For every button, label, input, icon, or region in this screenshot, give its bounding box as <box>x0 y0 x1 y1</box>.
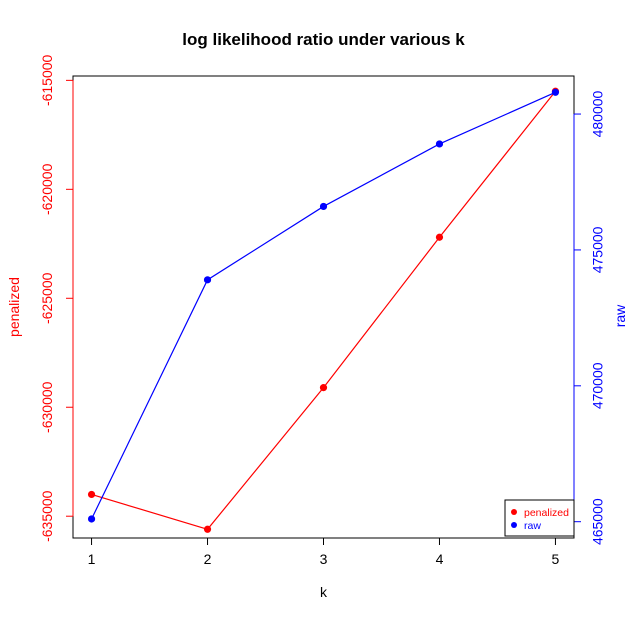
y-left-tick-label: -635000 <box>39 490 55 542</box>
legend-label-penalized: penalized <box>524 507 569 519</box>
y-left-tick-label: -615000 <box>39 54 55 106</box>
raw-point <box>319 202 328 211</box>
raw-point <box>203 276 212 284</box>
y-right-tick-label: 475000 <box>589 226 605 273</box>
penalized-point <box>87 490 96 499</box>
y-right-axis-title: raw <box>612 304 628 327</box>
y-left-tick-label: -630000 <box>39 381 55 433</box>
legend-box <box>504 499 575 537</box>
y-right-tick-label: 470000 <box>589 362 605 409</box>
legend-label-raw: raw <box>524 520 541 532</box>
x-axis: 1 2 3 4 5 <box>88 537 560 567</box>
x-tick-label: 4 <box>436 551 444 567</box>
x-axis-title: k <box>320 584 328 600</box>
y-left-tick-label: -620000 <box>39 163 55 215</box>
x-tick-label: 1 <box>88 551 96 567</box>
raw-point <box>87 515 96 523</box>
raw-point <box>551 88 560 96</box>
y-left-tick-label: -625000 <box>39 272 55 324</box>
raw-point <box>435 140 444 148</box>
y-left-axis-title: penalized <box>6 277 22 337</box>
plot-frame <box>72 75 575 539</box>
penalized-point <box>435 233 444 241</box>
penalized-point <box>319 384 328 392</box>
penalized-point <box>203 525 212 533</box>
chart-title: log likelihood ratio under various k <box>182 30 465 49</box>
penalized-series-line <box>91 90 556 530</box>
y-right-tick-label: 465000 <box>589 498 605 545</box>
x-tick-label: 5 <box>552 551 560 567</box>
x-tick-label: 2 <box>204 551 212 567</box>
legend-marker-raw <box>511 522 517 528</box>
y-axis-right: 465000 470000 475000 480000 <box>573 90 605 545</box>
series-layer <box>87 87 560 533</box>
x-tick-label: 3 <box>320 551 328 567</box>
y-axis-left: -615000 -620000 -625000 -630000 -635000 <box>39 54 74 542</box>
legend-marker-penalized <box>511 509 517 515</box>
y-right-tick-label: 480000 <box>589 90 605 137</box>
raw-series-line <box>91 91 556 520</box>
